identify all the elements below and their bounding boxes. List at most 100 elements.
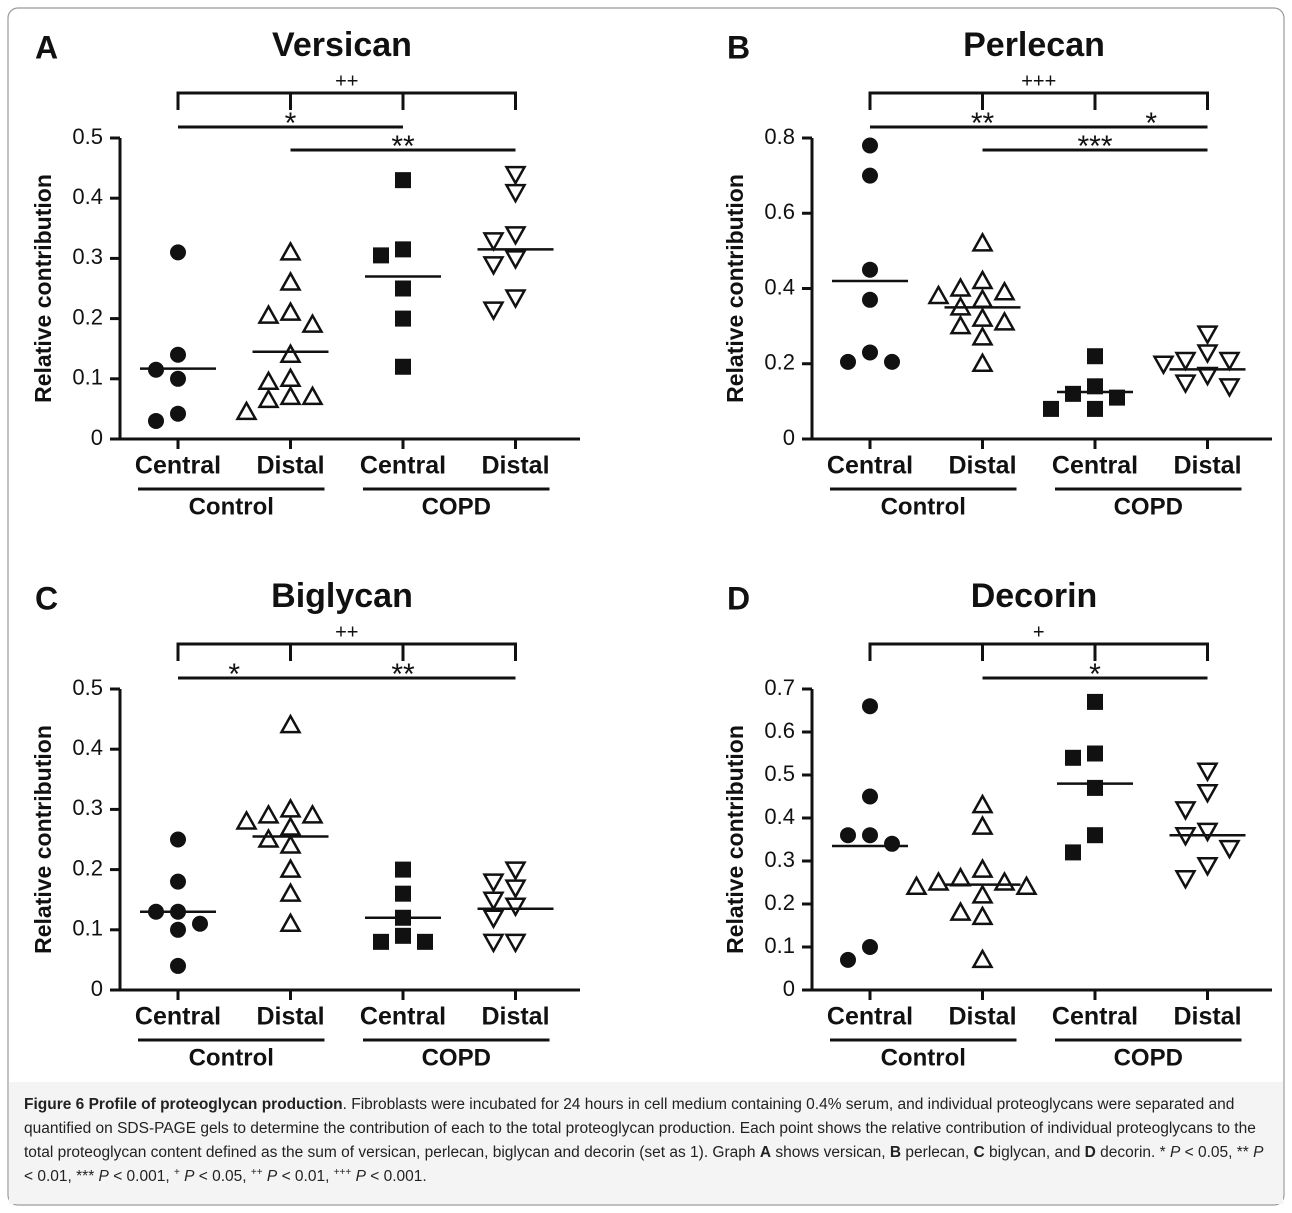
- point: [1196, 857, 1219, 877]
- point: [949, 901, 972, 921]
- panel-label: D: [727, 580, 750, 616]
- point: [170, 957, 186, 974]
- x-tick-label: Central: [827, 452, 913, 480]
- point: [170, 831, 186, 848]
- point: [504, 861, 527, 882]
- point: [235, 809, 258, 830]
- caption-text: < 0.01, ***: [24, 1168, 99, 1185]
- point: [862, 827, 878, 844]
- point: [1196, 822, 1219, 843]
- x-tick-label: Central: [827, 1003, 913, 1031]
- point: [279, 797, 302, 818]
- x-tick-label: Distal: [948, 452, 1016, 480]
- bracket-label: +: [1033, 621, 1045, 643]
- point: [1174, 801, 1197, 821]
- x-tick-label: Distal: [256, 452, 324, 480]
- point: [279, 882, 302, 902]
- group-label: Control: [189, 1044, 274, 1071]
- point: [971, 325, 994, 346]
- bracket-label: *: [228, 658, 240, 691]
- point: [1196, 344, 1219, 365]
- y-tick-label: 0: [91, 976, 103, 1001]
- point: [1087, 693, 1103, 710]
- point: [1218, 351, 1241, 372]
- point: [862, 698, 878, 715]
- y-tick-label: 0: [783, 976, 795, 1001]
- group-label: Control: [881, 1044, 966, 1071]
- chart-title: Biglycan: [271, 577, 413, 615]
- point: [504, 226, 527, 246]
- point: [504, 933, 527, 954]
- caption-text: B: [889, 1144, 902, 1161]
- point: [1174, 374, 1197, 395]
- point: [504, 897, 527, 918]
- group-label: COPD: [422, 1044, 491, 1071]
- group-label: COPD: [1114, 1044, 1183, 1071]
- point: [840, 951, 856, 968]
- x-tick-label: Central: [360, 1003, 446, 1031]
- point: [862, 344, 878, 361]
- panel-label: C: [35, 580, 58, 616]
- point: [1087, 378, 1103, 395]
- y-tick-label: 0.3: [764, 847, 795, 872]
- point: [279, 912, 302, 933]
- bracket-label: +++: [1021, 70, 1056, 92]
- y-tick-label: 0.4: [72, 735, 103, 760]
- caption-text: decorin. *: [1095, 1144, 1170, 1161]
- point: [257, 827, 280, 848]
- point: [170, 370, 186, 387]
- point: [170, 244, 186, 261]
- point: [971, 905, 994, 926]
- bracket-label: **: [971, 107, 995, 140]
- x-tick-label: Distal: [1173, 1003, 1241, 1031]
- point: [395, 885, 411, 902]
- point: [257, 370, 280, 391]
- y-tick-label: 0.2: [72, 304, 103, 329]
- point: [862, 939, 878, 955]
- caption-text: P: [98, 1168, 109, 1185]
- point: [1196, 783, 1219, 804]
- y-tick-label: 0.6: [764, 199, 795, 224]
- y-axis-label: Relative contribution: [722, 725, 748, 954]
- y-tick-label: 0.2: [72, 855, 103, 880]
- point: [279, 270, 302, 291]
- point: [395, 358, 411, 375]
- y-tick-label: 0.2: [764, 350, 795, 375]
- point: [862, 291, 878, 308]
- caption-text: < 0.01,: [277, 1168, 334, 1185]
- point: [971, 269, 994, 290]
- y-tick-label: 0.4: [72, 184, 103, 209]
- caption-text: P: [1253, 1144, 1264, 1161]
- point: [257, 803, 280, 824]
- point: [395, 241, 411, 258]
- figure-border: [7, 7, 1285, 1206]
- caption-text: . Fibroblasts were incubated for 24 hour…: [24, 1096, 1256, 1161]
- y-axis-label: Relative contribution: [30, 725, 56, 954]
- point: [927, 284, 950, 305]
- point: [971, 793, 994, 814]
- point: [482, 909, 505, 930]
- point: [279, 833, 302, 854]
- caption-text: < 0.05, **: [1180, 1144, 1254, 1161]
- x-tick-label: Distal: [256, 1003, 324, 1031]
- point: [840, 353, 856, 370]
- bracket-label: *: [1089, 658, 1101, 691]
- y-tick-label: 0.4: [764, 804, 795, 829]
- chart-title: Versican: [272, 26, 412, 64]
- caption-text: P: [184, 1168, 195, 1185]
- bracket-label: **: [391, 658, 415, 691]
- point: [257, 388, 280, 409]
- point: [279, 240, 302, 261]
- point: [279, 367, 302, 388]
- chart-title: Decorin: [971, 577, 1098, 615]
- chart-title: Perlecan: [963, 26, 1105, 64]
- caption-text: P: [1169, 1144, 1181, 1161]
- point: [1152, 355, 1175, 376]
- caption-text: D: [1084, 1144, 1096, 1161]
- point: [993, 310, 1016, 331]
- point: [482, 873, 505, 894]
- point: [482, 232, 505, 252]
- point: [279, 343, 302, 363]
- caption-text: < 0.05,: [194, 1168, 251, 1185]
